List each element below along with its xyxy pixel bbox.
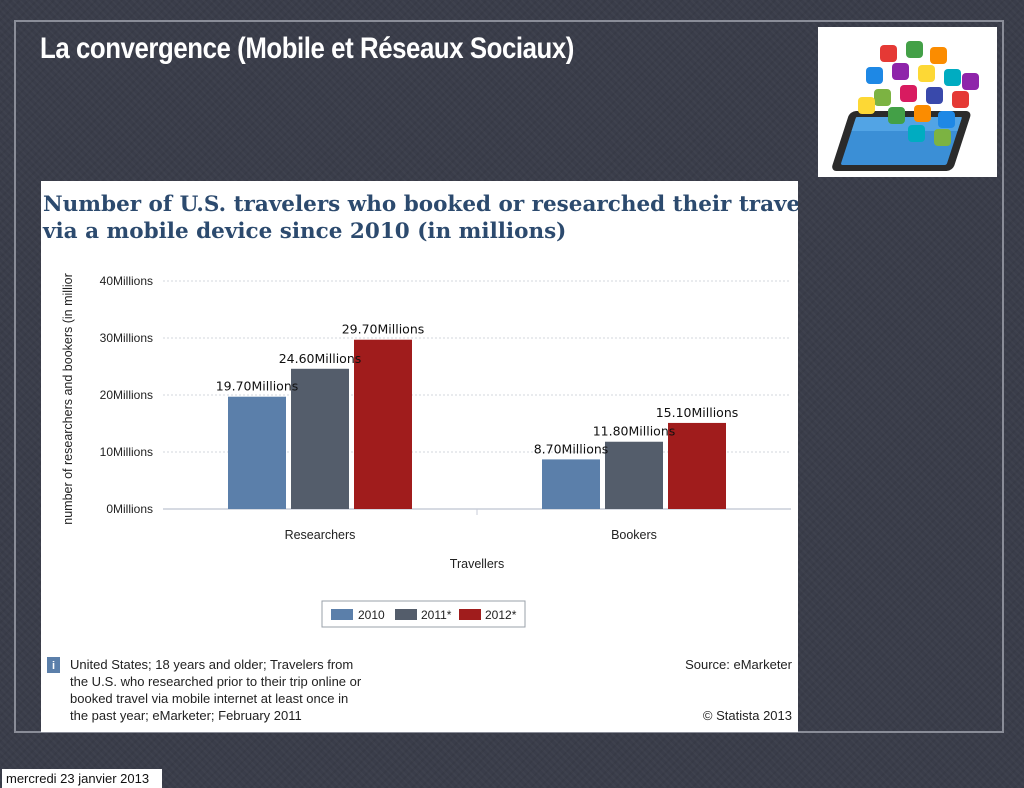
- y-axis-label: number of researchers and bookers (in mi…: [61, 273, 75, 525]
- bar-researchers-2011: [291, 368, 349, 509]
- app-icon: [962, 73, 979, 90]
- note-line-3: booked travel via mobile internet at lea…: [70, 691, 348, 706]
- legend-label-2012: 2012*: [485, 608, 517, 622]
- bar-researchers-2012: [354, 339, 412, 509]
- y-tick-label: 10Millions: [100, 445, 153, 459]
- tablet-illustration: [818, 27, 997, 177]
- chart-title-line-2: via a mobile device since 2010 (in milli…: [42, 219, 566, 244]
- y-tick-label: 30Millions: [100, 331, 153, 345]
- note-line-1: United States; 18 years and older; Trave…: [70, 657, 353, 672]
- legend-box: [321, 600, 526, 628]
- legend-label-2010: 2010: [358, 608, 385, 622]
- x-category-label: Researchers: [285, 528, 356, 542]
- bar-value-label: 15.10Millions: [656, 405, 739, 420]
- x-axis-label: Travellers: [450, 557, 504, 571]
- legend: 2010 2011* 2012*: [321, 600, 526, 628]
- bar-value-label: 19.70Millions: [216, 379, 299, 394]
- info-icon: i: [52, 660, 55, 672]
- bar-value-label: 11.80Millions: [593, 424, 676, 439]
- app-icon: [930, 47, 947, 64]
- x-category-label: Bookers: [611, 528, 657, 542]
- footer-date: mercredi 23 janvier 2013: [2, 769, 162, 788]
- slide-frame: [14, 20, 1004, 733]
- app-icon: [918, 65, 935, 82]
- bar-value-label: 8.70Millions: [534, 441, 609, 456]
- app-icon: [900, 85, 917, 102]
- app-icon: [874, 89, 891, 106]
- y-tick-label: 20Millions: [100, 388, 153, 402]
- copyright-text: © Statista 2013: [703, 708, 792, 723]
- bar-value-label: 29.70Millions: [342, 322, 425, 337]
- note-line-2: the U.S. who researched prior to their t…: [70, 674, 362, 689]
- app-icon: [944, 69, 961, 86]
- bar-bookers-2010: [542, 459, 600, 509]
- app-icon: [934, 129, 951, 146]
- bar-researchers-2010: [228, 396, 286, 509]
- app-icon: [914, 105, 931, 122]
- y-tick-label: 0Millions: [106, 502, 153, 516]
- chart-title-line-1: Number of U.S. travelers who booked or r…: [43, 192, 798, 217]
- source-text: Source: eMarketer: [685, 657, 793, 672]
- slide-title: La convergence (Mobile et Réseaux Sociau…: [40, 32, 574, 65]
- info-badge: i: [47, 657, 60, 673]
- legend-swatch-2012: [459, 609, 481, 620]
- app-icon: [888, 107, 905, 124]
- app-icon: [858, 97, 875, 114]
- bar-bookers-2012: [668, 422, 726, 509]
- app-icon: [892, 63, 909, 80]
- bar-chart: Number of U.S. travelers who booked or r…: [42, 192, 798, 723]
- bar-value-label: 24.60Millions: [279, 351, 362, 366]
- app-icon: [938, 111, 955, 128]
- app-icon: [866, 67, 883, 84]
- app-icon: [880, 45, 897, 62]
- legend-swatch-2011: [395, 609, 417, 620]
- note-line-4: the past year; eMarketer; February 2011: [70, 708, 302, 723]
- tablet-with-app-icons-icon: [832, 41, 979, 171]
- legend-label-2011: 2011*: [421, 608, 452, 622]
- app-icon: [926, 87, 943, 104]
- y-tick-label: 40Millions: [100, 274, 153, 288]
- chart-panel: Number of U.S. travelers who booked or r…: [41, 181, 798, 732]
- app-icon: [908, 125, 925, 142]
- bar-bookers-2011: [605, 441, 663, 509]
- app-icon: [906, 41, 923, 58]
- legend-swatch-2010: [331, 609, 353, 620]
- app-icon: [952, 91, 969, 108]
